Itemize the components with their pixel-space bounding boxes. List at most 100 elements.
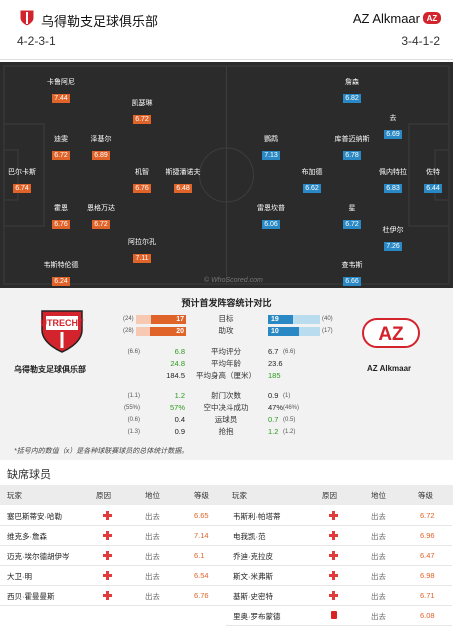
home-player[interactable]: 巴尔卡斯 6.74: [0, 168, 57, 195]
away-player[interactable]: 杜伊尔 7.26: [358, 226, 428, 253]
missing-player-row[interactable]: 乔迪·克拉皮 出去 6.47: [226, 546, 452, 566]
player-rating: 6.62: [303, 184, 321, 193]
player-name[interactable]: 塞巴斯蒂安·哈勒: [7, 512, 62, 521]
player-name: 佩内特拉: [379, 169, 407, 176]
away-bar-fill: [268, 327, 299, 336]
home-paren: (0.6): [127, 417, 140, 423]
injury-icon: [103, 531, 112, 540]
row-divider: [0, 605, 226, 606]
player-status: 出去: [145, 572, 160, 581]
injury-icon: [329, 571, 338, 580]
lineup-comparison: 预计首发阵容统计对比 UTRECHT AZ 乌得勒支足球俱乐部 AZ Alkma…: [0, 288, 453, 460]
player-name: 卡鲁阿尼: [47, 79, 75, 86]
home-player[interactable]: 霍恩 6.76: [26, 204, 96, 231]
player-status: 出去: [371, 572, 386, 581]
home-player[interactable]: 凯瑟琳 6.72: [107, 99, 177, 126]
player-name[interactable]: 电我凯·范: [233, 532, 266, 541]
home-player[interactable]: 恩格万达 6.72: [66, 204, 136, 231]
missing-player-row[interactable]: 大卫·明 出去 6.54: [0, 566, 226, 586]
player-name[interactable]: 大卫·明: [7, 572, 32, 581]
home-player[interactable]: 韦斯特伦德 6.24: [26, 261, 96, 288]
player-rating: 6.1: [194, 551, 205, 560]
injury-icon: [103, 571, 112, 580]
row-divider: [226, 625, 452, 626]
missing-player-row[interactable]: 西贝·霍曼曼斯 出去 6.76: [0, 586, 226, 606]
player-rating: 6.06: [262, 220, 280, 229]
missing-player-row[interactable]: 里奥·罗布蒙德 出去 6.08: [226, 606, 452, 626]
player-name[interactable]: 韦斯利·帕塔蒂: [233, 512, 281, 521]
player-rating: 6.65: [194, 511, 209, 520]
player-rating: 6.74: [13, 184, 31, 193]
player-name: 雷恩坎普: [257, 205, 285, 212]
row-divider: [226, 565, 452, 566]
player-name: 佐特: [426, 169, 440, 176]
home-paren: (1.1): [127, 393, 140, 399]
row-divider: [0, 585, 226, 586]
player-name[interactable]: 乔迪·克拉皮: [233, 552, 273, 561]
stat-label: 助攻: [218, 326, 234, 335]
player-status: 出去: [371, 592, 386, 601]
player-name[interactable]: 斯文·米弗斯: [233, 572, 273, 581]
row-divider: [0, 545, 226, 546]
home-player[interactable]: 泽基尔 6.89: [66, 135, 136, 162]
player-name[interactable]: 里奥·罗布蒙德: [233, 612, 281, 621]
missing-player-row[interactable]: 斯文·米弗斯 出去 6.98: [226, 566, 452, 586]
away-player[interactable]: 鹦鹉 7.13: [236, 135, 306, 162]
player-name[interactable]: 维克多·詹森: [7, 532, 47, 541]
home-paren: (55%): [123, 405, 140, 411]
player-rating: 6.47: [420, 551, 435, 560]
missing-player-row[interactable]: 韦斯利·帕塔蒂 出去 6.72: [226, 506, 452, 526]
player-rating: 6.54: [194, 571, 209, 580]
stat-row-tackles: (1.3) 0.9 抢抱 1.2 (1.2): [0, 427, 453, 437]
away-formation: 3-4-1-2: [401, 34, 440, 48]
player-rating: 6.08: [420, 611, 435, 620]
away-value: 6.7: [268, 347, 279, 356]
player-name: 去: [389, 115, 397, 122]
away-player[interactable]: 去 6.69: [358, 114, 428, 141]
missing-player-row[interactable]: 维克多·詹森 出去 7.14: [0, 526, 226, 546]
player-rating: 6.72: [420, 511, 435, 520]
home-player[interactable]: 卡鲁阿尼 7.44: [26, 78, 96, 105]
player-rating: 6.72: [52, 151, 70, 160]
injury-icon: [329, 551, 338, 560]
away-player[interactable]: 雷恩坎普 6.06: [236, 204, 306, 231]
player-rating: 6.72: [343, 220, 361, 229]
player-name: 布加德: [301, 169, 323, 176]
row-divider: [226, 525, 452, 526]
home-player[interactable]: 阿拉尔孔 7.11: [107, 238, 177, 265]
missing-player-row[interactable]: 迈克·埃尔德胡伊岑 出去 6.1: [0, 546, 226, 566]
away-player[interactable]: 库普迈纳斯 6.78: [317, 135, 387, 162]
away-player[interactable]: 佩内特拉 6.83: [358, 168, 428, 195]
home-value: 6.8: [174, 347, 185, 356]
home-paren: (28): [123, 328, 134, 334]
col-reason: 原因: [96, 491, 111, 500]
missing-player-row[interactable]: 塞巴斯蒂安·哈勒 出去 6.65: [0, 506, 226, 526]
player-status: 出去: [371, 512, 386, 521]
utrecht-crest-icon: UTRECHT: [41, 310, 84, 353]
player-name[interactable]: 迈克·埃尔德胡伊岑: [7, 552, 70, 561]
away-player[interactable]: 佐特 6.44: [398, 168, 453, 195]
away-value: 185: [268, 371, 281, 380]
home-team-name[interactable]: 乌得勒支足球俱乐部: [41, 14, 159, 29]
player-rating: 6.72: [92, 220, 110, 229]
player-rating: 6.76: [133, 184, 151, 193]
missing-player-row[interactable]: 基斯·史密特 出去 6.71: [226, 586, 452, 606]
player-name[interactable]: 西贝·霍曼曼斯: [7, 592, 55, 601]
away-player[interactable]: 詹森 6.82: [317, 78, 387, 105]
player-name[interactable]: 基斯·史密特: [233, 592, 273, 601]
away-team-name[interactable]: AZ Alkmaar: [352, 11, 420, 26]
home-player[interactable]: 迪雯 6.72: [26, 135, 96, 162]
player-rating: 6.76: [194, 591, 209, 600]
player-status: 出去: [145, 512, 160, 521]
stat-label: 目标: [218, 314, 234, 323]
away-player[interactable]: 查韦斯 6.66: [317, 261, 387, 288]
away-player[interactable]: 布加德 6.62: [277, 168, 347, 195]
home-formation: 4-2-3-1: [17, 34, 56, 48]
home-player[interactable]: 机智 6.76: [107, 168, 177, 195]
home-player[interactable]: 斯捷潘诺夫 6.48: [148, 168, 218, 195]
away-player[interactable]: 星 6.72: [317, 204, 387, 231]
away-paren: (17): [322, 328, 333, 334]
player-name: 凯瑟琳: [131, 100, 153, 107]
missing-player-row[interactable]: 电我凯·范 出去 6.96: [226, 526, 452, 546]
stat-label: 射门次数: [211, 391, 241, 400]
